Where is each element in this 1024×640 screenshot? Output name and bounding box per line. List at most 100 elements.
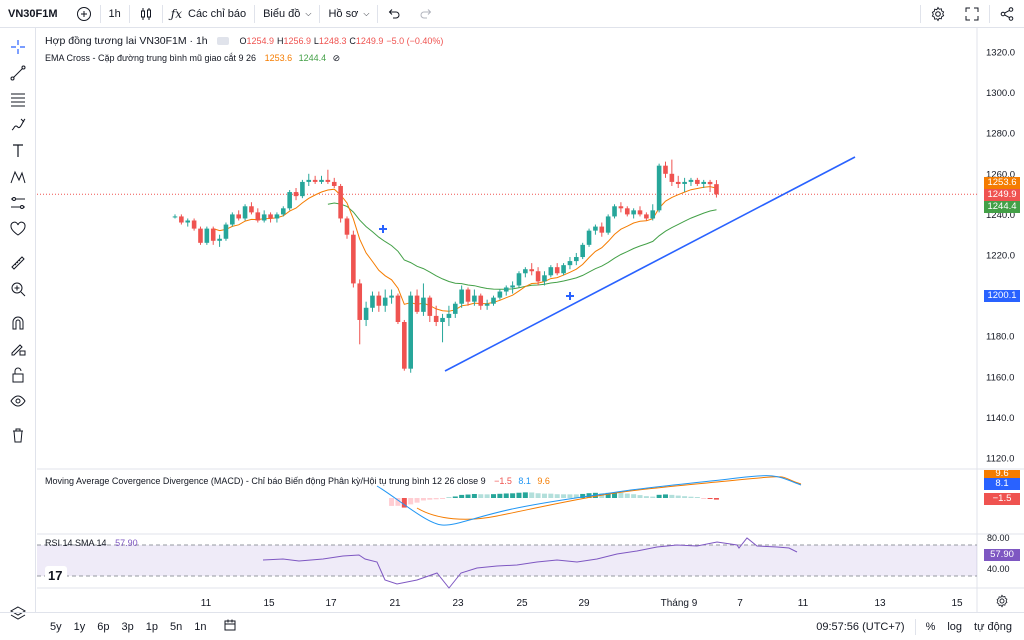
candle-body[interactable]	[554, 267, 560, 274]
range-button-6p[interactable]: 6p	[97, 620, 110, 633]
candle-body[interactable]	[516, 273, 522, 286]
layout-dropdown[interactable]: Biểu đồ ⌵	[255, 0, 319, 28]
candle-body[interactable]	[312, 179, 318, 182]
redo-button[interactable]	[410, 0, 442, 28]
auto-scale-toggle[interactable]: tự động	[974, 620, 1012, 633]
candle-body[interactable]	[255, 212, 261, 221]
candle-body[interactable]	[707, 181, 713, 185]
candle-body[interactable]	[414, 295, 420, 312]
trend-line-drawing[interactable]	[444, 156, 856, 372]
candle-body[interactable]	[179, 216, 184, 223]
undo-button[interactable]	[378, 0, 410, 28]
candle-body[interactable]	[612, 206, 617, 217]
lock-drawing-tool[interactable]	[0, 336, 36, 362]
range-button-1p[interactable]: 1p	[145, 620, 158, 633]
chart-area[interactable]: 1320.0 1300.0 1280.0 1260.0 1240.0 1220.0 1200…	[37, 28, 1024, 612]
candle-body[interactable]	[382, 297, 388, 306]
candle-body[interactable]	[624, 208, 630, 215]
remove-drawings-tool[interactable]	[0, 422, 36, 448]
hide-drawings-tool[interactable]	[0, 388, 36, 414]
range-button-1y[interactable]: 1y	[73, 620, 86, 633]
macd-histogram[interactable]	[389, 492, 719, 508]
chart-canvas[interactable]: 1320.0 1300.0 1280.0 1260.0 1240.0 1220.0 1200…	[37, 28, 1024, 612]
icon-shapes-tool[interactable]	[0, 216, 36, 242]
candle-body[interactable]	[376, 295, 382, 306]
log-toggle[interactable]: log	[947, 620, 963, 633]
candle-body[interactable]	[523, 269, 528, 274]
candle-body[interactable]	[593, 226, 598, 231]
candle-body[interactable]	[669, 173, 675, 182]
candle-body[interactable]	[465, 289, 471, 302]
candle-body[interactable]	[427, 297, 433, 316]
candle-body[interactable]	[268, 214, 273, 219]
candle-body[interactable]	[331, 181, 337, 186]
macd-legend[interactable]: Moving Average Covergence Divergence (MA…	[45, 476, 550, 486]
crosshair-tool[interactable]	[0, 34, 36, 60]
settings-button[interactable]	[921, 0, 955, 28]
candle-body[interactable]	[688, 179, 694, 182]
symbol-search-button[interactable]: VN30F1M	[8, 7, 58, 20]
candle-body[interactable]	[440, 317, 445, 322]
candle-body[interactable]	[185, 220, 191, 223]
range-button-1n[interactable]: 1n	[194, 620, 207, 633]
candle-body[interactable]	[421, 297, 426, 312]
goto-date-button[interactable]	[223, 618, 237, 635]
candle-body[interactable]	[542, 275, 547, 282]
candle-body[interactable]	[637, 210, 643, 215]
candle-body[interactable]	[478, 295, 484, 306]
candle-body[interactable]	[663, 165, 668, 174]
candle-body[interactable]	[389, 295, 394, 298]
candle-body[interactable]	[695, 179, 700, 184]
candle-body[interactable]	[567, 261, 573, 266]
candle-body[interactable]	[223, 224, 229, 239]
range-button-5y[interactable]: 5y	[50, 620, 62, 633]
candle-body[interactable]	[370, 295, 375, 308]
candle-body[interactable]	[605, 216, 611, 233]
range-button-5n[interactable]: 5n	[170, 620, 183, 633]
profile-dropdown[interactable]: Hồ sơ ⌵	[320, 0, 377, 28]
candle-body[interactable]	[484, 303, 490, 306]
candle-body[interactable]	[433, 315, 439, 322]
measure-tool[interactable]	[0, 250, 36, 276]
candle-body[interactable]	[242, 206, 248, 219]
lock-all-tool[interactable]	[0, 362, 36, 388]
object-tree-button[interactable]	[0, 600, 36, 626]
ema-legend[interactable]: EMA Cross - Cặp đường trung bình mũ giao…	[45, 53, 340, 64]
candle-body[interactable]	[172, 216, 178, 218]
interval-button[interactable]: 1h	[108, 7, 121, 20]
candle-body[interactable]	[701, 181, 707, 184]
rsi-legend-title[interactable]: RSI 14 SMA 14	[45, 538, 107, 548]
compare-add-button[interactable]	[68, 0, 100, 28]
percent-toggle[interactable]: %	[925, 620, 936, 633]
candle-body[interactable]	[599, 226, 605, 233]
candle-body[interactable]	[293, 192, 299, 197]
share-button[interactable]	[990, 0, 1024, 28]
candle-body[interactable]	[287, 192, 292, 209]
candle-body[interactable]	[491, 297, 496, 304]
candle-body[interactable]	[191, 220, 197, 229]
candle-body[interactable]	[261, 214, 267, 221]
candle-body[interactable]	[338, 185, 343, 219]
candle-body[interactable]	[363, 307, 369, 320]
candle-body[interactable]	[586, 230, 592, 245]
candle-body[interactable]	[580, 244, 585, 258]
candle-body[interactable]	[548, 267, 554, 276]
candle-body[interactable]	[402, 321, 407, 369]
candle-body[interactable]	[631, 210, 636, 215]
timezone-clock[interactable]: 09:57:56 (UTC+7)	[816, 620, 905, 633]
brush-tool[interactable]	[0, 112, 36, 138]
fullscreen-button[interactable]	[955, 0, 989, 28]
magnet-tool[interactable]	[0, 310, 36, 336]
candle-body[interactable]	[644, 214, 649, 219]
candle-body[interactable]	[497, 291, 503, 298]
candle-body[interactable]	[656, 165, 662, 211]
hidden-indicator-icon[interactable]: ⊘	[332, 53, 341, 63]
prediction-tool[interactable]	[0, 190, 36, 216]
candle-body[interactable]	[306, 179, 312, 182]
candle-body[interactable]	[682, 181, 687, 184]
range-button-3p[interactable]: 3p	[121, 620, 134, 633]
rsi-legend[interactable]: RSI 14 SMA 14 57.90	[45, 538, 138, 548]
fib-tool[interactable]	[0, 86, 36, 112]
candle-body[interactable]	[408, 295, 413, 369]
candles-series[interactable]	[172, 159, 719, 373]
